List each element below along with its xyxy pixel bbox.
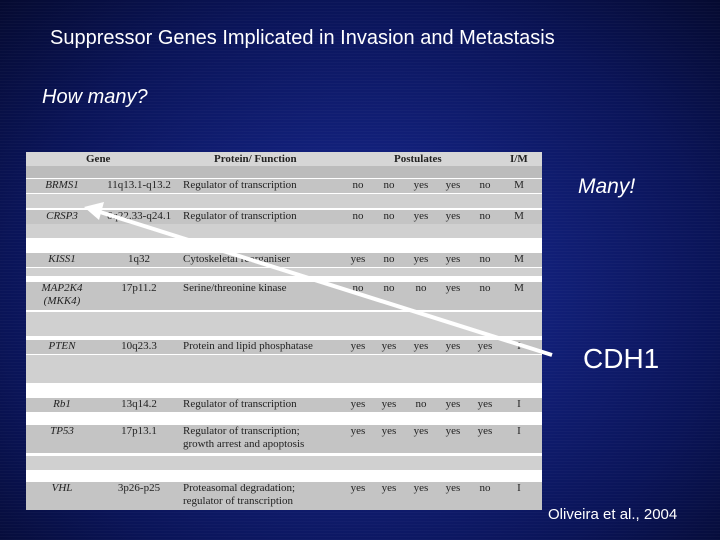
cell-locus: 17p13.1 bbox=[121, 425, 157, 437]
cell-locus: 3p26-p25 bbox=[117, 482, 161, 494]
arrowhead-icon bbox=[84, 202, 104, 220]
table-row: CRSP3 6q22.33-q24.1 Regulator of transcr… bbox=[26, 210, 542, 224]
table-row: TP53 17p13.1 Regulator of transcription;… bbox=[26, 425, 542, 453]
table-row: Rb1 13q14.2 Regulator of transcription y… bbox=[26, 398, 542, 412]
cell-gene: PTEN bbox=[48, 340, 76, 352]
header-postulates: Postulates bbox=[394, 153, 442, 165]
cell-postulate: no bbox=[383, 253, 395, 265]
cell-postulate: yes bbox=[445, 179, 461, 191]
cell-postulate: yes bbox=[477, 398, 493, 410]
cell-im: M bbox=[514, 282, 524, 294]
table-row: MAP2K4 (MKK4) 17p11.2 Serine/threonine k… bbox=[26, 282, 542, 310]
cell-postulate: no bbox=[479, 179, 491, 191]
table-subheader bbox=[26, 166, 542, 178]
row-gap bbox=[26, 238, 542, 250]
cell-locus: 10q23.3 bbox=[121, 340, 157, 352]
cell-postulate: yes bbox=[350, 398, 366, 410]
cell-postulate: yes bbox=[381, 482, 397, 494]
cell-postulate: yes bbox=[445, 425, 461, 437]
cell-gene: CRSP3 bbox=[46, 210, 78, 222]
cell-postulate: yes bbox=[477, 340, 493, 352]
cell-im: M bbox=[514, 253, 524, 265]
cell-locus: 17p11.2 bbox=[121, 282, 157, 294]
cell-function-line2: regulator of transcription bbox=[183, 495, 293, 507]
cell-im: I bbox=[517, 425, 521, 437]
cell-im: I bbox=[517, 398, 521, 410]
cell-postulate: yes bbox=[445, 482, 461, 494]
cell-postulate: yes bbox=[445, 340, 461, 352]
cell-postulate: no bbox=[352, 282, 364, 294]
cell-postulate: yes bbox=[413, 340, 429, 352]
cell-postulate: yes bbox=[381, 340, 397, 352]
cell-postulate: no bbox=[479, 253, 491, 265]
cell-gene: MAP2K4 bbox=[41, 282, 83, 294]
row-gap bbox=[26, 383, 542, 395]
cell-locus: 1q32 bbox=[128, 253, 150, 265]
table-row: PTEN 10q23.3 Protein and lipid phosphata… bbox=[26, 340, 542, 354]
header-gene: Gene bbox=[86, 153, 111, 165]
blurred-row bbox=[26, 194, 542, 208]
cell-postulate: yes bbox=[350, 340, 366, 352]
cell-function: Regulator of transcription bbox=[183, 398, 297, 410]
cell-gene-alias: (MKK4) bbox=[43, 295, 81, 307]
cell-postulate: yes bbox=[445, 282, 461, 294]
cell-postulate: yes bbox=[350, 253, 366, 265]
cell-postulate: no bbox=[383, 210, 395, 222]
cell-postulate: no bbox=[415, 398, 427, 410]
cell-function-line2: growth arrest and apoptosis bbox=[183, 438, 305, 450]
cell-postulate: yes bbox=[445, 253, 461, 265]
cell-postulate: yes bbox=[350, 425, 366, 437]
cell-postulate: yes bbox=[381, 425, 397, 437]
cell-postulate: yes bbox=[413, 253, 429, 265]
cell-postulate: yes bbox=[381, 398, 397, 410]
cell-function: Regulator of transcription bbox=[183, 210, 297, 222]
cell-postulate: yes bbox=[413, 210, 429, 222]
blurred-row bbox=[26, 456, 542, 470]
cell-postulate: yes bbox=[445, 210, 461, 222]
header-function: Protein/ Function bbox=[214, 153, 297, 165]
cell-postulate: no bbox=[352, 179, 364, 191]
arrow-line bbox=[99, 210, 553, 357]
blurred-row bbox=[26, 355, 542, 383]
cell-locus: 11q13.1-q13.2 bbox=[107, 179, 171, 191]
table-row: VHL 3p26-p25 Proteasomal degradation; re… bbox=[26, 482, 542, 510]
cell-postulate: no bbox=[415, 282, 427, 294]
cell-gene: KISS1 bbox=[48, 253, 76, 265]
cell-im: M bbox=[514, 210, 524, 222]
cell-postulate: yes bbox=[445, 398, 461, 410]
cell-postulate: yes bbox=[477, 425, 493, 437]
table-row: BRMS1 11q13.1-q13.2 Regulator of transcr… bbox=[26, 179, 542, 193]
cell-postulate: yes bbox=[413, 482, 429, 494]
cell-function: Serine/threonine kinase bbox=[183, 282, 287, 294]
annotation-gene: CDH1 bbox=[583, 343, 660, 374]
cell-postulate: yes bbox=[350, 482, 366, 494]
slide-subtitle: How many? bbox=[42, 86, 148, 108]
cell-function: Proteasomal degradation; bbox=[183, 482, 296, 494]
cell-gene: BRMS1 bbox=[45, 179, 79, 191]
slide-title: Suppressor Genes Implicated in Invasion … bbox=[50, 27, 555, 49]
gene-table: Gene Protein/ Function Postulates I/M BR… bbox=[26, 152, 542, 510]
cell-im: I bbox=[517, 482, 521, 494]
cell-postulate: no bbox=[479, 482, 491, 494]
cell-function: Regulator of transcription bbox=[183, 179, 297, 191]
cell-gene: Rb1 bbox=[53, 398, 71, 410]
cell-postulate: no bbox=[383, 282, 395, 294]
cell-im: M bbox=[514, 179, 524, 191]
cell-locus: 13q14.2 bbox=[121, 398, 157, 410]
cell-function: Regulator of transcription; bbox=[183, 425, 300, 437]
cell-gene: VHL bbox=[51, 482, 73, 494]
annotation-many: Many! bbox=[578, 175, 636, 198]
table-header: Gene Protein/ Function Postulates I/M bbox=[26, 152, 542, 166]
cell-postulate: no bbox=[479, 210, 491, 222]
cell-postulate: no bbox=[352, 210, 364, 222]
cell-postulate: no bbox=[479, 282, 491, 294]
cell-function: Protein and lipid phosphatase bbox=[183, 340, 313, 352]
citation: Oliveira et al., 2004 bbox=[548, 506, 678, 523]
cell-postulate: no bbox=[383, 179, 395, 191]
cell-postulate: yes bbox=[413, 179, 429, 191]
header-im: I/M bbox=[510, 153, 528, 165]
cell-gene: TP53 bbox=[50, 425, 74, 437]
cell-postulate: yes bbox=[413, 425, 429, 437]
